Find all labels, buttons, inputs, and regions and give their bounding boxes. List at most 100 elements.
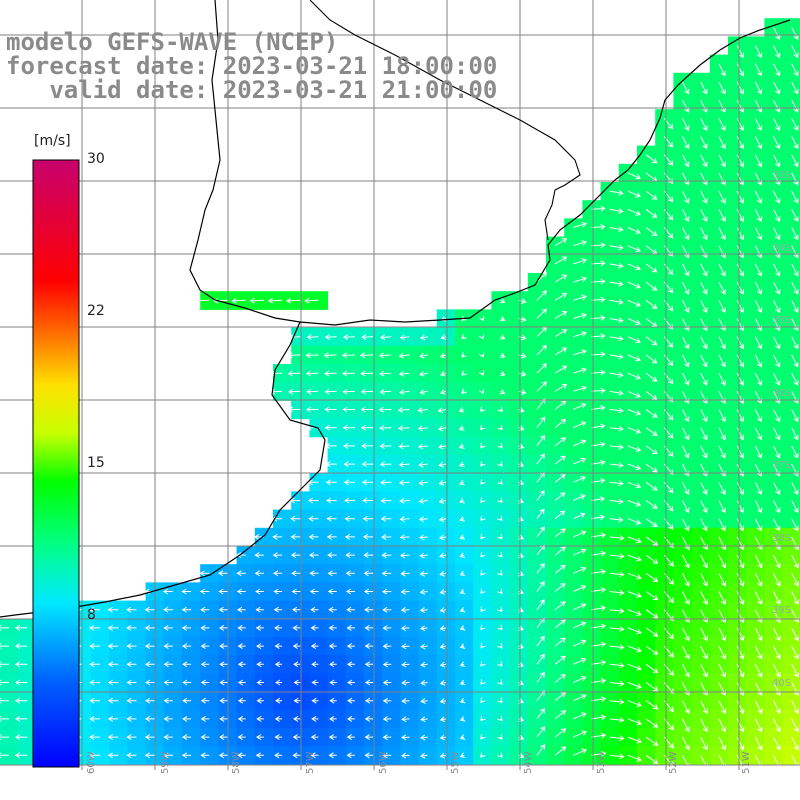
wind-speed-cell (436, 382, 456, 401)
wind-arrow (773, 573, 781, 587)
wind-arrow (499, 370, 506, 377)
wind-arrow (591, 351, 606, 358)
wind-arrow (361, 334, 374, 340)
wind-arrow (645, 572, 659, 582)
wind-arrow (364, 697, 374, 704)
wind-arrow (627, 627, 642, 635)
wind-arrow (419, 371, 428, 377)
wind-arrow (645, 208, 658, 218)
wind-arrow (438, 534, 446, 541)
wind-speed-cell (309, 600, 329, 620)
wind-arrow (627, 518, 642, 525)
wind-arrow (554, 473, 566, 483)
wind-speed-cell (527, 527, 547, 547)
wind-arrow (773, 300, 781, 313)
wind-arrow (609, 662, 625, 669)
wind-arrow (236, 570, 246, 577)
wind-arrow (791, 573, 799, 587)
wind-arrow (627, 390, 641, 398)
wind-arrow (554, 347, 568, 356)
wind-arrow (536, 290, 547, 301)
lat-label: 39S (772, 605, 792, 616)
wind-speed-cell (382, 600, 401, 620)
wind-arrow (736, 281, 745, 295)
wind-arrow (791, 645, 799, 660)
wind-speed-cell (436, 637, 456, 656)
wind-arrow (718, 573, 727, 587)
wind-arrow (554, 728, 567, 738)
wind-arrow (323, 370, 337, 377)
wind-speed-cell (309, 618, 329, 638)
wind-arrow (497, 461, 503, 467)
wind-arrow (399, 497, 410, 504)
wind-speed-cell (418, 473, 438, 492)
wind-arrow (324, 334, 337, 340)
wind-arrow (163, 734, 173, 741)
wind-arrow (218, 570, 228, 577)
wind-speed-cell (400, 691, 420, 711)
wind-arrow (682, 172, 690, 186)
wind-arrow (754, 554, 763, 569)
wind-speed-cell (436, 600, 456, 620)
wind-speed-cell (527, 746, 547, 765)
wind-arrow (0, 679, 10, 686)
lat-label: 33S (772, 170, 792, 181)
wind-arrow (554, 292, 568, 301)
wind-arrow (292, 752, 301, 759)
wind-arrow (682, 518, 690, 532)
wind-arrow (682, 118, 690, 131)
wind-arrow (682, 209, 690, 222)
wind-arrow (682, 154, 690, 168)
wind-speed-cell (345, 400, 365, 420)
wind-arrow (497, 606, 503, 613)
wind-arrow (439, 607, 446, 613)
wind-arrow (736, 409, 745, 423)
wind-arrow (718, 700, 727, 715)
wind-arrow (89, 752, 101, 759)
wind-arrow (379, 388, 392, 395)
wind-arrow (126, 734, 137, 741)
wind-speed-cell (455, 436, 474, 456)
wind-arrow (361, 442, 374, 449)
wind-arrow (200, 752, 210, 759)
wind-arrow (554, 619, 566, 629)
wind-arrow (736, 227, 745, 241)
wind-arrow (591, 623, 607, 630)
wind-arrow (627, 682, 642, 689)
wind-arrow (400, 570, 410, 577)
wind-speed-cell (236, 618, 256, 638)
wind-arrow (417, 425, 428, 432)
wind-arrow (437, 425, 446, 432)
wind-arrow (627, 172, 641, 180)
wind-arrow (682, 500, 690, 514)
wind-speed-cell (455, 600, 474, 620)
wind-speed-cell (418, 436, 438, 456)
lon-label: 56W (378, 751, 389, 774)
wind-speed-cell (418, 655, 438, 674)
wind-arrow (536, 490, 545, 501)
wind-arrow (199, 588, 210, 595)
wind-arrow (573, 331, 587, 338)
wind-speed-cell (345, 746, 365, 765)
wind-arrow (645, 390, 658, 400)
wind-arrow (536, 453, 546, 465)
wind-arrow (400, 552, 410, 559)
wind-arrow (573, 639, 587, 647)
wind-arrow (480, 461, 486, 467)
wind-speed-cell (182, 691, 201, 711)
wind-arrow (573, 694, 587, 702)
wind-arrow (754, 482, 763, 495)
wind-arrow (573, 276, 587, 283)
wind-arrow (718, 736, 727, 751)
wind-arrow (536, 744, 546, 756)
wind-speed-cell (527, 418, 547, 438)
wind-speed-cell (345, 527, 365, 547)
wind-speed-cell (345, 582, 365, 602)
wind-arrow (736, 645, 745, 660)
wind-arrow (591, 441, 606, 448)
wind-speed-cell (273, 600, 292, 620)
wind-arrow (754, 718, 763, 733)
wind-arrow (536, 599, 545, 611)
wind-arrow (754, 445, 763, 459)
wind-arrow (791, 209, 799, 222)
